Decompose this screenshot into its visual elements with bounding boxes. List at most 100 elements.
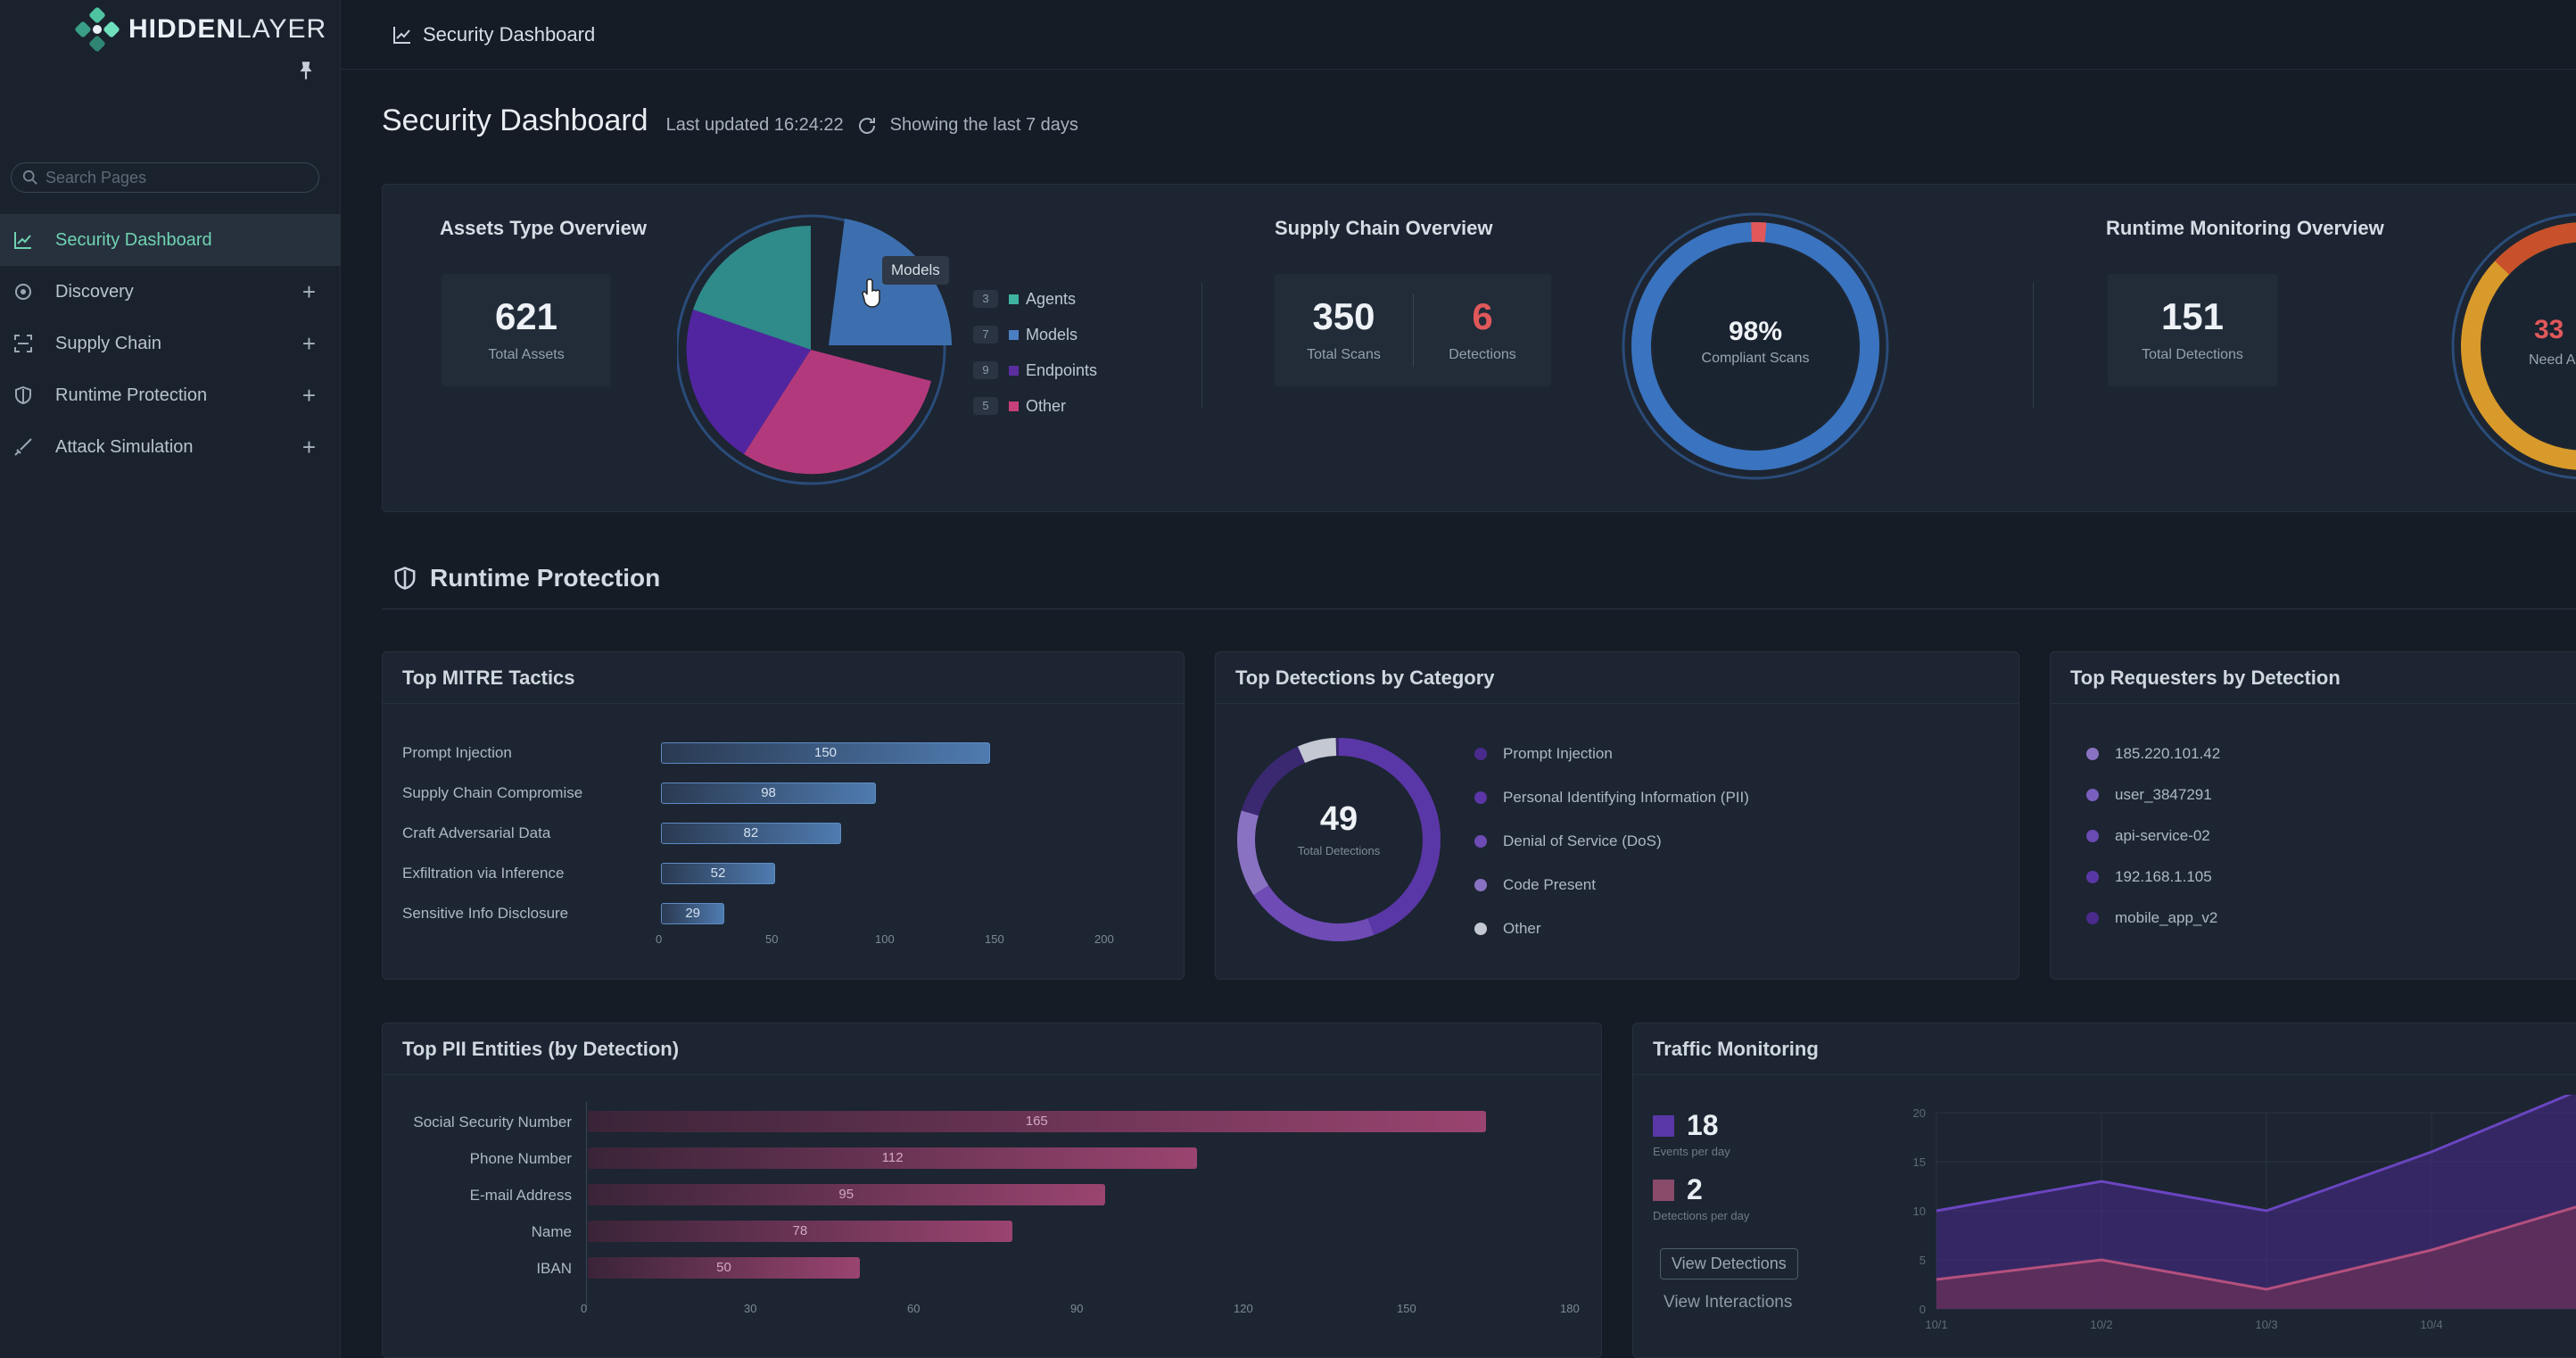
chart-line-icon <box>393 26 410 44</box>
axis-tick: 50 <box>765 932 779 946</box>
category-item[interactable]: Prompt Injection <box>1474 745 1613 763</box>
mitre-label: Exfiltration via Inference <box>402 865 565 882</box>
card-title: Top MITRE Tactics <box>383 652 1184 704</box>
axis-tick: 150 <box>1397 1302 1416 1315</box>
expand-plus-icon[interactable]: + <box>301 434 316 460</box>
sidebar-item-security-dashboard[interactable]: Security Dashboard <box>0 214 341 266</box>
requester-item[interactable]: user_3847291 <box>2086 786 2212 804</box>
requester-item[interactable]: api-service-02 <box>2086 827 2210 845</box>
card-title: Top PII Entities (by Detection) <box>383 1023 1601 1075</box>
assets-pie-chart[interactable] <box>677 211 971 488</box>
date-range: Showing the last 7 days <box>889 115 1078 135</box>
mitre-bar[interactable]: 82 <box>661 823 841 844</box>
sidebar-item-attack-simulation[interactable]: Attack Simulation + <box>0 421 341 473</box>
assets-legend: 3 Agents 7 Models 9 Endpoints 5 Other <box>973 281 1097 424</box>
category-item[interactable]: Personal Identifying Information (PII) <box>1474 789 1749 807</box>
view-detections-button[interactable]: View Detections <box>1660 1248 1798 1279</box>
axis-tick: 30 <box>744 1302 757 1315</box>
pii-card: Top PII Entities (by Detection) Social S… <box>382 1023 1602 1358</box>
card-title: Traffic Monitoring <box>1633 1023 2576 1075</box>
detections-value: 2 <box>1687 1173 1703 1205</box>
requester-item[interactable]: 192.168.1.105 <box>2086 868 2212 886</box>
sidebar-item-discovery[interactable]: Discovery + <box>0 266 341 318</box>
series-line[interactable] <box>1936 1201 2576 1291</box>
runtime-detections-box: 151 Total Detections <box>2108 274 2277 386</box>
category-donut[interactable] <box>1232 733 1446 947</box>
page-header: Security Dashboard Last updated 16:24:22… <box>382 104 1078 138</box>
search-pages[interactable] <box>11 162 319 193</box>
logo[interactable]: HIDDENLAYER <box>75 7 326 52</box>
compliance-pct: 98% <box>1728 317 1783 346</box>
category-item[interactable]: Code Present <box>1474 876 1596 894</box>
x-tick: 10/1 <box>1925 1318 1947 1331</box>
pii-bar[interactable]: 78 <box>588 1221 1012 1242</box>
pin-icon[interactable] <box>294 59 318 82</box>
events-value: 18 <box>1687 1109 1719 1141</box>
series-line[interactable] <box>1936 1095 2576 1213</box>
pie-slice-endpoints[interactable] <box>686 310 811 454</box>
series-area[interactable] <box>1936 1201 2576 1309</box>
category-donut-center: 49 Total Detections <box>1232 800 1446 857</box>
pii-label: Social Security Number <box>413 1114 572 1130</box>
requester-item[interactable]: mobile_app_v2 <box>2086 909 2217 927</box>
y-tick: 20 <box>1913 1106 1926 1120</box>
mitre-bar[interactable]: 52 <box>661 863 775 884</box>
detections-label: Detections <box>1449 347 1516 362</box>
mitre-bar[interactable]: 98 <box>661 783 877 804</box>
view-interactions-link[interactable]: View Interactions <box>1664 1293 1793 1312</box>
expand-plus-icon[interactable]: + <box>301 382 316 409</box>
pii-label: IBAN <box>536 1260 572 1277</box>
legend-item-other[interactable]: 5 Other <box>973 388 1097 424</box>
legend-item-agents[interactable]: 3 Agents <box>973 281 1097 317</box>
pii-bar[interactable]: 112 <box>588 1147 1198 1169</box>
mitre-label: Craft Adversarial Data <box>402 824 551 841</box>
expand-plus-icon[interactable]: + <box>301 278 316 305</box>
pie-slice-other[interactable] <box>744 350 931 475</box>
pii-bar[interactable]: 165 <box>588 1111 1486 1132</box>
mitre-bar[interactable]: 29 <box>661 903 725 924</box>
mitre-label: Supply Chain Compromise <box>402 784 583 801</box>
sidebar-item-runtime-protection[interactable]: Runtime Protection + <box>0 369 341 421</box>
total-scans-value: 350 <box>1312 295 1375 337</box>
requester-item[interactable]: 185.220.101.42 <box>2086 745 2220 763</box>
legend-item-endpoints[interactable]: 9 Endpoints <box>973 352 1097 388</box>
refresh-icon[interactable] <box>856 115 878 137</box>
pii-label: Phone Number <box>469 1150 572 1167</box>
category-item[interactable]: Other <box>1474 920 1541 938</box>
mitre-label: Sensitive Info Disclosure <box>402 905 569 922</box>
y-tick: 15 <box>1913 1155 1926 1169</box>
search-input[interactable] <box>45 168 304 187</box>
section-title: Runtime Protection <box>430 564 661 592</box>
legend-item-models[interactable]: 7 Models <box>973 317 1097 352</box>
sidebar-item-label: Attack Simulation <box>55 436 194 457</box>
mitre-card: Top MITRE Tactics Prompt Injection 150 Sup… <box>382 651 1185 980</box>
pii-bar[interactable]: 95 <box>588 1184 1105 1205</box>
runtime-ring-label: Need A <box>2529 352 2576 368</box>
supply-chain-stats: 350 Total Scans 6 Detections <box>1275 274 1551 386</box>
pii-label: Name <box>531 1223 572 1240</box>
discovery-icon <box>12 281 34 302</box>
expand-plus-icon[interactable]: + <box>301 330 316 357</box>
pie-slice-agents[interactable] <box>693 225 811 350</box>
y-tick: 0 <box>1920 1303 1926 1316</box>
compliance-label: Compliant Scans <box>1701 351 1810 366</box>
axis-line <box>586 1102 587 1307</box>
sword-icon <box>12 436 34 458</box>
category-item[interactable]: Denial of Service (DoS) <box>1474 832 1662 850</box>
supply-chain-icon <box>12 333 34 354</box>
category-total-label: Total Detections <box>1297 844 1381 857</box>
pii-bar[interactable]: 50 <box>588 1257 860 1279</box>
sidebar-item-label: Runtime Protection <box>55 385 208 405</box>
total-scans-label: Total Scans <box>1307 347 1381 362</box>
mitre-bar[interactable]: 150 <box>661 742 990 764</box>
runtime-ring[interactable] <box>2448 210 2576 483</box>
runtime-detections-label: Total Detections <box>2142 347 2243 362</box>
detections-label: Detections per day <box>1653 1209 1750 1222</box>
last-updated: Last updated 16:24:22 <box>665 115 844 135</box>
sidebar: HIDDENLAYER Security Dashboard Discovery… <box>0 0 341 1358</box>
axis-tick: 100 <box>875 932 895 946</box>
compliance-donut[interactable] <box>1619 210 1892 483</box>
sidebar-item-supply-chain[interactable]: Supply Chain + <box>0 318 341 369</box>
breadcrumb[interactable]: Security Dashboard <box>423 22 596 46</box>
